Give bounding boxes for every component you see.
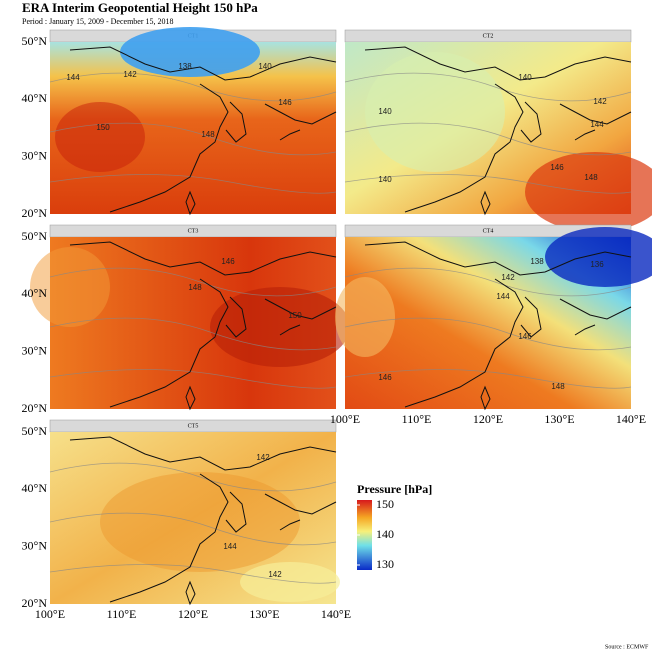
lon-label: 140°E (616, 412, 646, 426)
contour-label: 144 (66, 73, 80, 82)
legend-tick-label: 140 (376, 527, 394, 541)
lat-label: 40°N (22, 481, 48, 495)
contour-label: 146 (378, 373, 392, 382)
field-blob (240, 562, 340, 602)
lat-label: 40°N (22, 91, 48, 105)
contour-label: 140 (378, 107, 392, 116)
field-blob (30, 247, 110, 327)
field-blob (120, 27, 260, 77)
legend-tick-label: 150 (376, 497, 394, 511)
contour-label: 144 (590, 120, 604, 129)
lon-label: 110°E (402, 412, 432, 426)
contour-label: 138 (178, 62, 192, 71)
lon-label: 110°E (107, 607, 137, 621)
lat-label: 20°N (22, 206, 48, 220)
contour-label: 138 (530, 257, 544, 266)
lon-label: 140°E (321, 607, 351, 621)
lon-label: 120°E (178, 607, 208, 621)
lat-label: 30°N (22, 148, 48, 162)
lat-label: 20°N (22, 596, 48, 610)
lon-label: 100°E (35, 607, 65, 621)
panel-label: CT5 (188, 423, 199, 429)
contour-label: 148 (188, 283, 202, 292)
contour-label: 140 (378, 175, 392, 184)
map-panel: CT4 138 136 142 144 146 146 148 (335, 224, 652, 410)
contour-label: 144 (496, 292, 510, 301)
legend-tick-label: 130 (376, 557, 394, 571)
subtitle: Period : January 15, 2009 - December 15,… (22, 17, 174, 26)
field-blob (100, 472, 300, 572)
title: ERA Interim Geopotential Height 150 hPa (22, 0, 258, 15)
field-blob (335, 277, 395, 357)
lat-label: 20°N (22, 401, 48, 415)
panel-label: CT2 (483, 33, 494, 39)
map-panel: CT3 146 148 150 (30, 224, 350, 410)
contour-label: 148 (584, 173, 598, 182)
map-panel: CT5 142 144 142 (49, 419, 340, 605)
contour-label: 150 (96, 123, 110, 132)
lon-label: 120°E (473, 412, 503, 426)
contour-label: 146 (221, 257, 235, 266)
lat-label: 30°N (22, 343, 48, 357)
colorbar (357, 500, 372, 570)
contour-label: 142 (123, 70, 137, 79)
contour-label: 136 (590, 260, 604, 269)
contour-label: 148 (201, 130, 215, 139)
contour-label: 148 (551, 382, 565, 391)
source: Source : ECMWF (605, 644, 649, 650)
contour-label: 140 (518, 73, 532, 82)
field-blob (55, 102, 145, 172)
contour-label: 142 (268, 570, 282, 579)
contour-label: 142 (256, 453, 270, 462)
contour-label: 150 (288, 311, 302, 320)
panel-label: CT4 (483, 228, 494, 234)
map-panel: CT1138140144142146150148 (49, 27, 337, 215)
field-blob (545, 227, 652, 287)
field-blob (365, 52, 505, 172)
map-panel: CT2 140 142 140 144 146 140 148 (344, 29, 652, 232)
lat-label: 40°N (22, 286, 48, 300)
contour-label: 146 (550, 163, 564, 172)
lon-label: 100°E (330, 412, 360, 426)
lat-label: 50°N (22, 229, 48, 243)
legend-title: Pressure [hPa] (357, 482, 432, 496)
contour-label: 146 (518, 332, 532, 341)
contour-label: 140 (258, 62, 272, 71)
lat-label: 50°N (22, 424, 48, 438)
field-blob (210, 287, 350, 367)
contour-label: 144 (223, 542, 237, 551)
contour-label: 146 (278, 98, 292, 107)
lat-label: 30°N (22, 538, 48, 552)
lon-label: 130°E (249, 607, 279, 621)
contour-label: 142 (501, 273, 515, 282)
panels: CT1138140144142146150148CT21401421401441… (30, 27, 652, 605)
lon-label: 130°E (544, 412, 574, 426)
lat-label: 50°N (22, 34, 48, 48)
panel-label: CT3 (188, 228, 199, 234)
contour-label: 142 (593, 97, 607, 106)
